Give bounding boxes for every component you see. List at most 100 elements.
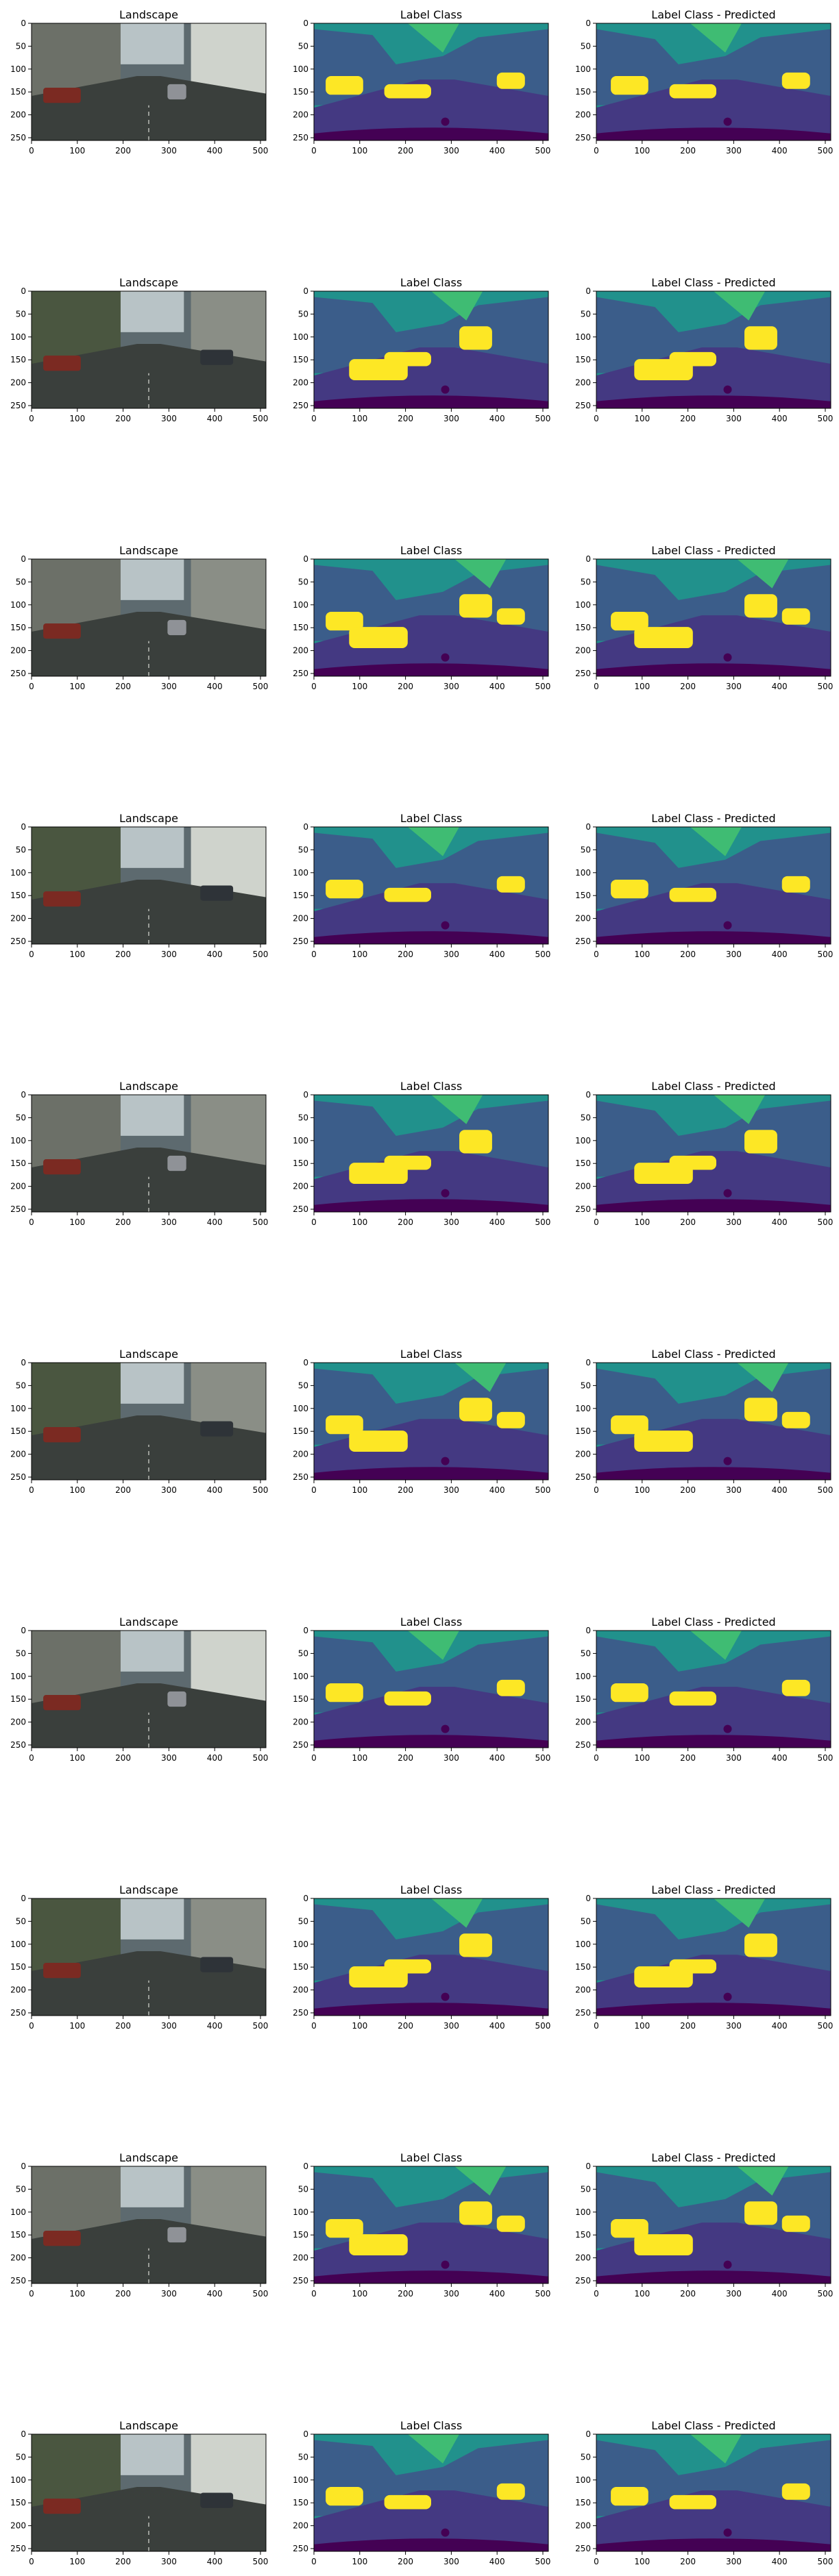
panel-title: Label Class - Predicted: [651, 1615, 775, 1628]
axes-frame: [31, 2166, 267, 2284]
x-tick-label: 100: [352, 414, 367, 423]
x-tick-label: 100: [634, 1485, 650, 1495]
landscape-image: [32, 291, 266, 408]
mask-car-segment: [349, 2234, 408, 2255]
axes-frame: [31, 290, 267, 409]
x-tick-label: 200: [398, 146, 413, 156]
x-tick-label: 200: [115, 146, 131, 156]
axes-frame: [596, 826, 831, 945]
mask-ego-vehicle: [596, 2270, 831, 2283]
panel-r2-c3: Label Class - Predicted 0 100 200 300 400 500 0…: [575, 276, 833, 423]
x-tick-label: 300: [161, 1217, 177, 1227]
photo-car: [43, 88, 81, 103]
mask-ego-vehicle: [314, 2538, 548, 2551]
mask-car-segment: [781, 1411, 810, 1428]
x-tick-label: 300: [443, 1485, 459, 1495]
photo-road: [32, 2218, 266, 2283]
y-tick-label: 250: [293, 937, 308, 946]
x-tick-label: 400: [772, 1217, 788, 1227]
y-tick-label: 50: [581, 1648, 591, 1658]
x-tick-label: 500: [818, 2021, 834, 2031]
panel-r9-c1: Landscape 0 100 200 300 400 500 0 50 100 150 200 250: [10, 2151, 268, 2299]
y-tick-label: 200: [293, 2521, 308, 2531]
mask-image: [596, 1898, 831, 2016]
y-tick-label: 200: [10, 1985, 26, 1995]
photo-car: [43, 2231, 81, 2246]
landscape-image: [32, 559, 266, 676]
landscape-image: [32, 1898, 266, 2016]
x-tick-label: 100: [634, 2289, 650, 2299]
x-tick-label: 500: [818, 682, 834, 691]
y-tick-label: 100: [10, 1672, 26, 1681]
y-tick-label: 200: [575, 646, 591, 656]
y-tick-label: 150: [10, 87, 26, 97]
mask-ego-vehicle: [314, 1735, 548, 1748]
panel-r6-c1: Landscape 0 100 200 300 400 500 0 50 100 150 200 250: [10, 1348, 268, 1495]
x-tick-label: 200: [398, 682, 413, 691]
mask-car-segment: [496, 608, 525, 625]
x-tick-label: 300: [726, 950, 742, 959]
y-tick-label: 150: [10, 2498, 26, 2507]
y-tick-label: 100: [293, 868, 308, 878]
y-tick-label: 150: [293, 1962, 308, 1972]
x-tick-label: 300: [726, 414, 742, 423]
x-tick-label: 0: [311, 2289, 317, 2299]
photo-car: [200, 1957, 234, 1972]
y-tick-label: 0: [585, 2429, 591, 2439]
x-tick-label: 400: [489, 682, 505, 691]
y-tick-label: 250: [10, 2276, 26, 2286]
mask-ego-vehicle: [596, 2538, 831, 2551]
y-tick-label: 150: [10, 623, 26, 632]
x-tick-label: 100: [69, 950, 85, 959]
mask-vegetation: [407, 23, 460, 53]
mask-car-segment: [781, 2215, 810, 2232]
x-tick-label: 0: [29, 1753, 34, 1763]
y-tick-label: 0: [585, 554, 591, 564]
mask-car-segment: [744, 1130, 777, 1154]
mask-car-segment: [781, 72, 810, 89]
mask-car-segment: [496, 876, 525, 893]
axes-frame: [313, 1094, 549, 1213]
y-tick-label: 250: [293, 133, 308, 143]
x-tick-label: 500: [535, 1485, 551, 1495]
x-tick-label: 100: [634, 2021, 650, 2031]
x-tick-label: 200: [398, 414, 413, 423]
panel-r1-c1: Landscape 0 100 200 300 400 500 0 50 100 150 200 250: [10, 8, 268, 156]
mask-car-segment: [459, 1933, 492, 1957]
y-tick-label: 50: [16, 1916, 26, 1926]
y-tick-label: 250: [293, 2008, 308, 2018]
axes-frame: [313, 2433, 549, 2552]
panel-r10-c2: Label Class 0 100 200 300 400 500 0 50 100 150 200 2…: [293, 2419, 550, 2566]
photo-road: [32, 75, 266, 140]
axes-frame: [596, 1094, 831, 1213]
x-tick-label: 500: [818, 2289, 834, 2299]
axes-frame: [313, 1898, 549, 2016]
x-tick-label: 0: [594, 146, 599, 156]
y-tick-label: 50: [298, 1916, 308, 1926]
y-tick-label: 50: [298, 1648, 308, 1658]
x-tick-label: 100: [634, 682, 650, 691]
y-tick-label: 150: [293, 355, 308, 364]
mask-car-segment: [744, 1933, 777, 1957]
x-tick-label: 400: [207, 1753, 223, 1763]
y-tick-label: 150: [575, 1694, 591, 1704]
x-tick-label: 400: [772, 1485, 788, 1495]
y-tick-label: 100: [10, 1404, 26, 1413]
y-tick-label: 100: [10, 868, 26, 878]
landscape-image: [32, 1095, 266, 1212]
x-tick-label: 300: [161, 682, 177, 691]
mask-image: [596, 1631, 831, 1748]
y-tick-label: 250: [10, 937, 26, 946]
x-tick-label: 300: [161, 414, 177, 423]
y-tick-label: 200: [575, 378, 591, 388]
y-tick-label: 200: [293, 646, 308, 656]
mask-car-segment: [459, 1398, 492, 1422]
photo-right-structure: [191, 559, 266, 630]
y-tick-label: 100: [293, 1672, 308, 1681]
mask-ego-marker: [723, 1724, 732, 1733]
y-tick-label: 200: [575, 914, 591, 924]
y-tick-label: 250: [293, 669, 308, 678]
panel-title: Landscape: [119, 812, 178, 825]
x-tick-label: 400: [207, 414, 223, 423]
mask-car-segment: [744, 1398, 777, 1422]
